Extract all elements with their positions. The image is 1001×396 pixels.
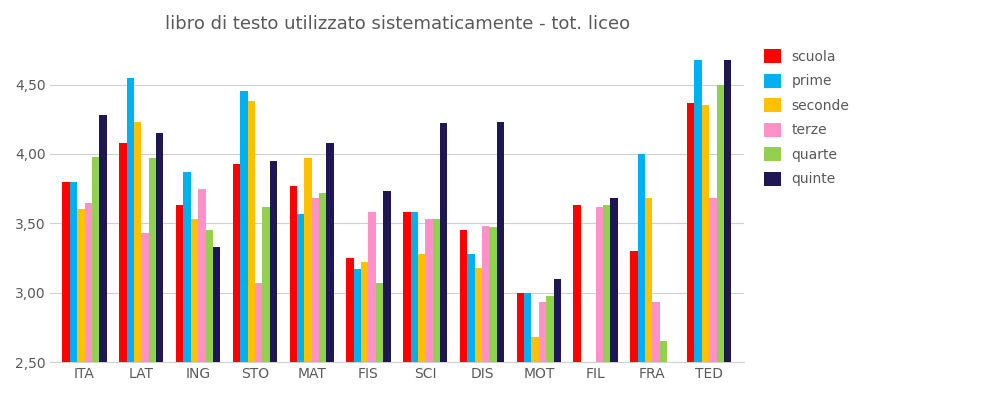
Bar [702, 105, 709, 362]
Bar [375, 283, 383, 362]
Bar [183, 172, 191, 362]
Bar [525, 293, 532, 362]
Bar [156, 133, 163, 362]
Bar [539, 303, 547, 362]
Bar [119, 143, 126, 362]
Bar [269, 161, 277, 362]
Bar [262, 207, 269, 362]
Bar [517, 293, 525, 362]
Bar [724, 59, 732, 362]
Bar [99, 115, 107, 362]
Bar [425, 219, 432, 362]
Bar [489, 227, 496, 362]
Bar [70, 182, 77, 362]
Bar [191, 219, 198, 362]
Bar [311, 198, 319, 362]
Bar [289, 186, 297, 362]
Bar [319, 193, 326, 362]
Bar [149, 158, 156, 362]
Bar [645, 198, 653, 362]
Bar [554, 279, 561, 362]
Bar [233, 164, 240, 362]
Bar [695, 59, 702, 362]
Bar [474, 268, 482, 362]
Bar [574, 205, 581, 362]
Bar [631, 251, 638, 362]
Bar [432, 219, 440, 362]
Bar [687, 103, 695, 362]
Bar [304, 158, 311, 362]
Bar [532, 337, 539, 362]
Bar [717, 84, 724, 362]
Bar [709, 198, 717, 362]
Bar [141, 233, 149, 362]
Bar [247, 101, 255, 362]
Bar [126, 78, 134, 362]
Bar [403, 212, 410, 362]
Bar [353, 269, 361, 362]
Bar [547, 295, 554, 362]
Bar [134, 122, 141, 362]
Bar [603, 205, 611, 362]
Bar [198, 188, 205, 362]
Bar [326, 143, 334, 362]
Bar [361, 262, 368, 362]
Bar [383, 191, 390, 362]
Bar [176, 205, 183, 362]
Bar [417, 254, 425, 362]
Bar [77, 209, 84, 362]
Bar [410, 212, 417, 362]
Bar [496, 122, 505, 362]
Bar [660, 341, 668, 362]
Bar [482, 226, 489, 362]
Legend: scuola, prime, seconde, terze, quarte, quinte: scuola, prime, seconde, terze, quarte, q… [759, 44, 855, 192]
Bar [240, 91, 247, 362]
Bar [368, 212, 375, 362]
Bar [611, 198, 618, 362]
Bar [459, 230, 467, 362]
Title: libro di testo utilizzato sistematicamente - tot. liceo: libro di testo utilizzato sistematicamen… [165, 15, 630, 33]
Bar [297, 213, 304, 362]
Bar [346, 258, 353, 362]
Bar [440, 124, 447, 362]
Bar [92, 157, 99, 362]
Bar [596, 207, 603, 362]
Bar [62, 182, 70, 362]
Bar [205, 230, 213, 362]
Bar [84, 202, 92, 362]
Bar [255, 283, 262, 362]
Bar [638, 154, 645, 362]
Bar [653, 303, 660, 362]
Bar [213, 247, 220, 362]
Bar [467, 254, 474, 362]
